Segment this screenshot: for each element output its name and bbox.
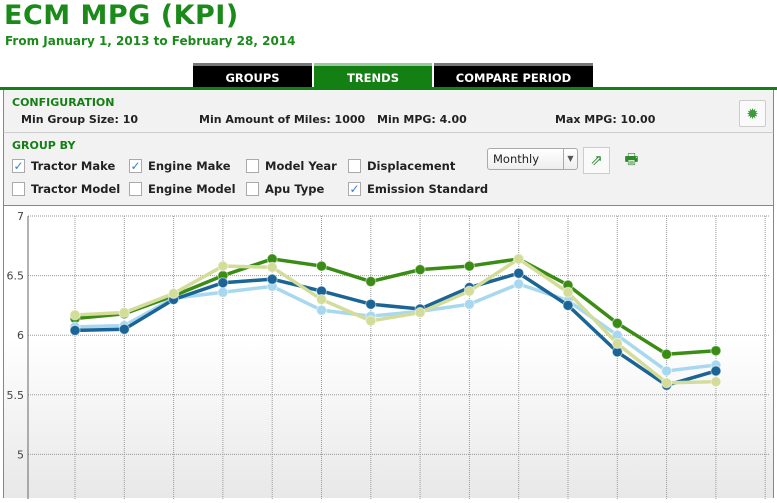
data-point xyxy=(463,298,475,310)
data-point xyxy=(710,345,722,357)
min-miles: Min Amount of Miles: 1000 xyxy=(199,113,366,126)
configuration-panel: CONFIGURATION Min Group Size: 10 Min Amo… xyxy=(3,90,774,133)
data-point xyxy=(316,260,327,272)
data-point xyxy=(69,324,81,336)
data-point xyxy=(365,276,377,288)
checkbox[interactable] xyxy=(348,159,361,173)
data-point xyxy=(118,323,130,335)
data-point xyxy=(611,317,623,329)
checkbox[interactable] xyxy=(246,182,259,196)
checkbox[interactable] xyxy=(246,159,259,173)
date-range: From January 1, 2013 to February 28, 201… xyxy=(5,34,296,48)
y-tick-label: 6 xyxy=(17,329,24,342)
data-point xyxy=(710,365,722,377)
y-tick-label: 6.5 xyxy=(7,270,25,283)
chart-svg: 7 6.5 6 5.5 5 xyxy=(7,210,769,499)
export-icon[interactable]: ⇗ xyxy=(583,147,610,174)
print-icon[interactable]: 🖶 xyxy=(624,150,639,168)
checkbox-label: Apu Type xyxy=(265,182,325,196)
data-point xyxy=(365,298,377,310)
max-mpg: Max MPG: 10.00 xyxy=(555,113,656,126)
data-point xyxy=(266,261,278,273)
checkbox[interactable] xyxy=(12,182,25,196)
data-point xyxy=(118,307,130,319)
data-point xyxy=(217,260,229,272)
data-point xyxy=(661,377,673,389)
checkbox-label: Tractor Make xyxy=(31,159,116,173)
tab-underline xyxy=(0,87,777,90)
data-point xyxy=(266,273,278,285)
tab-trends[interactable]: TRENDS xyxy=(314,63,432,87)
checkbox-displacement[interactable]: Displacement xyxy=(348,159,455,173)
gear-icon[interactable]: ✹ xyxy=(739,100,766,127)
page-title: ECM MPG (KPI) xyxy=(4,0,239,31)
data-point xyxy=(513,267,525,279)
checkbox-apu-type[interactable]: Apu Type xyxy=(246,182,324,196)
data-point xyxy=(611,338,623,350)
data-point xyxy=(562,286,574,298)
data-point xyxy=(513,278,525,290)
checkbox-label: Emission Standard xyxy=(367,182,489,196)
data-point xyxy=(661,365,673,377)
checkbox[interactable]: ✓ xyxy=(129,159,142,173)
data-point xyxy=(316,293,327,305)
data-point xyxy=(463,285,475,297)
checkbox-tractor-make[interactable]: ✓ Tractor Make xyxy=(12,159,115,173)
data-point xyxy=(661,348,673,360)
trend-chart: 7 6.5 6 5.5 5 xyxy=(3,205,774,499)
checkbox-engine-model[interactable]: Engine Model xyxy=(129,182,236,196)
configuration-heading: CONFIGURATION xyxy=(12,96,115,109)
data-point xyxy=(562,299,574,311)
checkbox[interactable] xyxy=(129,182,142,196)
data-point xyxy=(365,315,377,327)
y-tick-label: 7 xyxy=(17,210,24,223)
checkbox[interactable]: ✓ xyxy=(348,182,361,196)
group-by-heading: GROUP BY xyxy=(12,139,76,152)
data-point xyxy=(168,287,180,299)
y-tick-label: 5 xyxy=(17,448,24,461)
checkbox-engine-make[interactable]: ✓ Engine Make xyxy=(129,159,231,173)
data-point xyxy=(710,376,722,388)
series-line-0 xyxy=(74,257,717,357)
checkbox-label: Engine Model xyxy=(148,182,236,196)
series-line-3 xyxy=(74,256,716,385)
checkbox-label: Displacement xyxy=(367,159,456,173)
checkbox-tractor-model[interactable]: Tractor Model xyxy=(12,182,120,196)
chevron-down-icon[interactable]: ▼ xyxy=(563,149,577,169)
data-point xyxy=(513,253,525,265)
min-group-size: Min Group Size: 10 xyxy=(21,113,139,126)
tab-compare-period[interactable]: COMPARE PERIOD xyxy=(434,63,593,87)
data-point xyxy=(217,277,229,289)
data-point xyxy=(414,264,426,276)
y-tick-label: 5.5 xyxy=(7,389,25,402)
data-point xyxy=(463,260,475,272)
data-point xyxy=(217,286,229,298)
checkbox-label: Model Year xyxy=(265,159,337,173)
checkbox-label: Tractor Model xyxy=(31,182,121,196)
tab-groups[interactable]: GROUPS xyxy=(193,63,312,87)
data-point xyxy=(69,309,81,321)
checkbox-emission-standard[interactable]: ✓ Emission Standard xyxy=(348,182,488,196)
data-point xyxy=(316,304,327,316)
series-line-2 xyxy=(74,271,717,388)
period-value: Monthly xyxy=(493,152,540,166)
period-select[interactable]: Monthly ▼ xyxy=(487,148,578,170)
min-mpg: Min MPG: 4.00 xyxy=(377,113,467,126)
checkbox-label: Engine Make xyxy=(148,159,231,173)
data-point xyxy=(414,307,426,319)
checkbox[interactable]: ✓ xyxy=(12,159,25,173)
checkbox-model-year[interactable]: Model Year xyxy=(246,159,337,173)
